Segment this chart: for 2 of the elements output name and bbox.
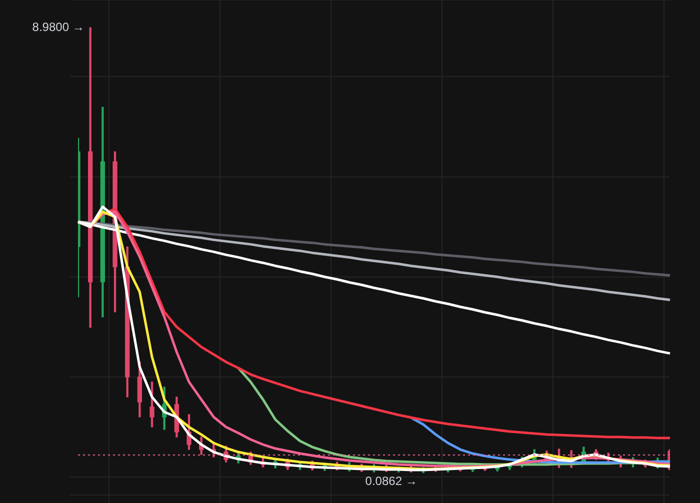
annotation: 8.9800 →: [32, 20, 84, 34]
text: 0.0862 →: [365, 474, 418, 488]
